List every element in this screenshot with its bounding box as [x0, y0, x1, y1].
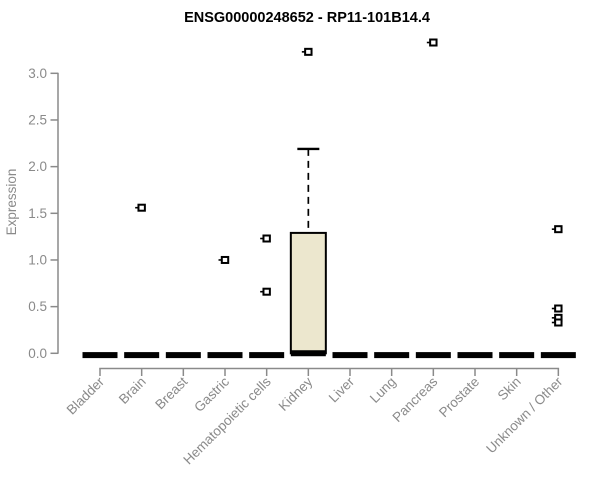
x-tick-label: Gastric	[191, 374, 232, 415]
x-tick-label: Brain	[116, 374, 149, 407]
outlier-point	[429, 38, 438, 47]
median-bar	[499, 352, 535, 359]
outlier-point	[262, 234, 271, 243]
y-tick-label: 0.0	[28, 346, 47, 361]
median-bar	[415, 352, 451, 359]
x-tick-label: Pancreas	[390, 374, 441, 425]
median-bar	[82, 352, 118, 359]
outlier-point	[554, 318, 563, 327]
outlier-point	[554, 304, 563, 313]
x-tick-label: Prostate	[436, 374, 482, 420]
outlier-point	[262, 287, 271, 296]
box-kidney	[289, 231, 327, 355]
x-tick-label: Skin	[495, 374, 524, 403]
outlier-point	[220, 255, 230, 264]
chart-title: ENSG00000248652 - RP11-101B14.4	[184, 10, 430, 26]
x-tick-label: Bladder	[64, 374, 108, 418]
y-tick-label: 3.0	[28, 66, 47, 81]
median-bar	[457, 352, 493, 359]
outlier-point	[554, 225, 563, 234]
y-tick-label: 2.0	[28, 159, 47, 174]
outlier-point	[304, 47, 313, 56]
median-bar	[207, 352, 243, 359]
median-bar	[124, 352, 160, 359]
y-axis-title: Expression	[4, 169, 19, 236]
plot-marks	[82, 38, 576, 359]
y-tick-label: 2.5	[28, 112, 47, 127]
median-bar	[540, 352, 576, 359]
x-tick-label: Liver	[326, 374, 358, 406]
x-tick-label: Breast	[152, 374, 190, 412]
y-axis: 0.0 0.5 1.0 1.5 2.0 2.5 3.0	[28, 66, 59, 361]
outlier-point	[137, 203, 146, 212]
median-bar	[165, 352, 201, 359]
x-tick-label: Kidney	[276, 374, 316, 414]
y-tick-label: 0.5	[28, 299, 47, 314]
median-bar	[332, 352, 368, 359]
y-tick-label: 1.0	[28, 252, 47, 267]
median-bar	[374, 352, 410, 359]
median-bar	[290, 350, 326, 357]
x-tick-label: Unknown / Other	[483, 374, 566, 457]
x-tick-label: Lung	[367, 374, 399, 406]
median-bar	[249, 352, 285, 359]
y-tick-label: 1.5	[28, 206, 47, 221]
